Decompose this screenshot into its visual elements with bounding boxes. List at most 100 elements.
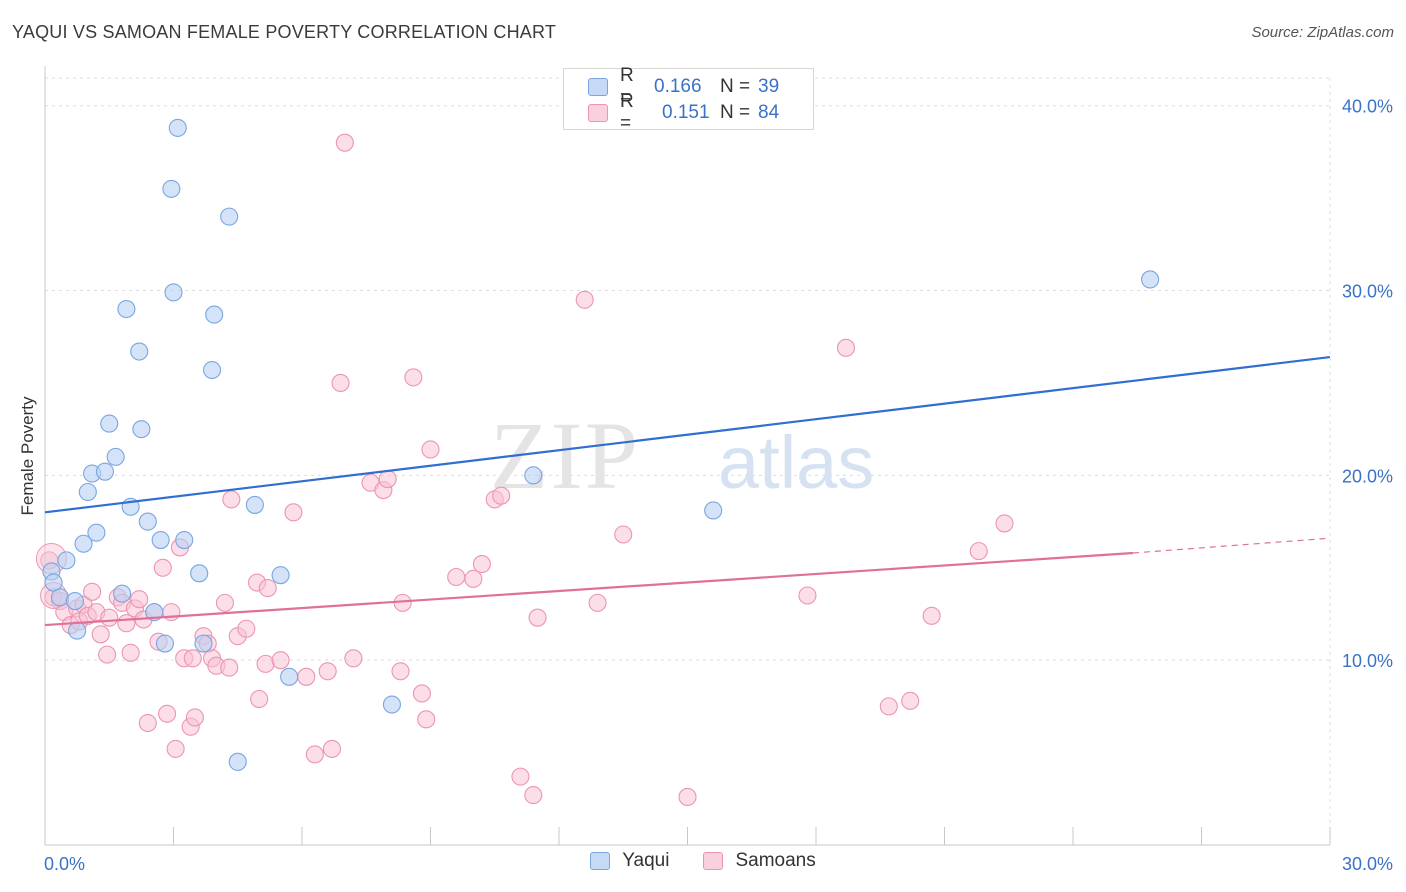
y-axis-title: Female Poverty	[18, 396, 37, 516]
legend-label-yaqui: Yaqui	[622, 850, 670, 871]
point-samoans	[879, 697, 898, 716]
point-samoans	[98, 645, 117, 664]
trend-line-samoans-extension	[1132, 537, 1331, 554]
point-samoans	[614, 525, 633, 544]
point-yaqui	[65, 591, 85, 611]
point-samoans	[305, 745, 324, 764]
point-yaqui	[130, 342, 149, 361]
correlation-legend: R = 0.166 N = 39 R = 0.151 N = 84	[563, 65, 814, 134]
point-yaqui	[220, 207, 239, 226]
gridlines	[45, 77, 1331, 845]
point-yaqui	[117, 299, 136, 319]
point-samoans	[158, 704, 177, 723]
point-samoans	[472, 555, 491, 574]
point-samoans	[222, 490, 241, 509]
legend-n-label: N =	[720, 76, 751, 97]
point-samoans	[528, 608, 547, 627]
legend-swatch-samoans	[703, 852, 724, 870]
legend-item-samoans[interactable]: Samoans	[703, 850, 816, 872]
point-yaqui	[228, 752, 247, 771]
chart-source: Source: ZipAtlas.com	[1251, 24, 1394, 41]
point-yaqui	[280, 667, 299, 686]
point-yaqui	[524, 466, 543, 485]
point-samoans	[391, 662, 410, 681]
point-yaqui	[1141, 270, 1160, 289]
point-yaqui	[100, 414, 119, 433]
point-yaqui	[203, 360, 222, 380]
series-yaqui	[42, 118, 1160, 771]
y-tick-label: 30.0%	[1342, 282, 1393, 302]
point-samoans	[318, 662, 337, 681]
chart-title: YAQUI VS SAMOAN FEMALE POVERTY CORRELATI…	[12, 22, 557, 42]
point-samoans	[588, 593, 607, 612]
point-samoans	[404, 368, 423, 387]
point-samoans	[256, 654, 275, 673]
point-samoans	[836, 338, 856, 357]
tick-labels: 10.0% 20.0% 30.0% 40.0% 0.0% 30.0%	[44, 97, 1393, 874]
point-samoans	[421, 440, 440, 459]
point-yaqui	[382, 695, 402, 714]
point-yaqui	[95, 462, 115, 481]
point-samoans	[91, 625, 110, 644]
point-yaqui	[155, 634, 174, 653]
point-samoans	[798, 586, 817, 605]
point-yaqui	[205, 305, 224, 324]
point-samoans	[117, 614, 136, 633]
point-samoans	[153, 558, 172, 577]
point-samoans	[215, 593, 234, 612]
point-samoans	[492, 486, 511, 505]
point-samoans	[83, 582, 102, 601]
point-yaqui	[74, 534, 93, 553]
point-samoans	[575, 290, 594, 309]
legend-item-yaqui[interactable]: Yaqui	[590, 850, 669, 872]
point-yaqui	[194, 634, 213, 653]
legend-row-samoans: R = 0.151 N = 84	[588, 91, 779, 134]
x-tick-label: 30.0%	[1342, 854, 1393, 874]
legend-swatch-yaqui	[590, 852, 611, 870]
legend-n-value: 39	[758, 76, 780, 97]
point-samoans	[464, 569, 483, 588]
point-samoans	[511, 767, 530, 786]
legend-r-label: R =	[620, 91, 634, 134]
point-samoans	[378, 470, 397, 489]
point-samoans	[237, 619, 256, 638]
watermark-atlas: atlas	[718, 421, 874, 504]
point-samoans	[250, 689, 269, 709]
y-tick-label: 40.0%	[1342, 97, 1393, 117]
point-samoans	[447, 567, 466, 587]
legend-row-yaqui: R = 0.166 N = 39	[588, 65, 780, 108]
point-samoans	[130, 590, 149, 609]
point-yaqui	[271, 566, 290, 585]
point-samoans	[412, 684, 431, 703]
point-samoans	[393, 593, 412, 612]
series-samoans	[35, 133, 1014, 806]
point-samoans	[220, 658, 239, 677]
point-samoans	[121, 643, 140, 662]
point-samoans	[524, 786, 543, 805]
trend-lines	[44, 355, 1331, 627]
point-samoans	[922, 606, 941, 625]
point-samoans	[271, 651, 290, 670]
legend-n-label: N =	[720, 102, 751, 123]
point-yaqui	[175, 530, 194, 550]
legend-r-value: 0.166	[654, 76, 702, 97]
point-yaqui	[106, 447, 125, 466]
point-yaqui	[164, 283, 183, 302]
y-tick-label: 20.0%	[1342, 466, 1393, 486]
series-legend: Yaqui Samoans	[0, 850, 1406, 872]
point-samoans	[901, 691, 920, 710]
legend-swatch-yaqui	[588, 78, 608, 96]
point-samoans	[331, 373, 350, 393]
point-samoans	[185, 708, 204, 727]
axes	[44, 66, 1331, 846]
point-samoans	[100, 608, 119, 627]
legend-label-samoans: Samoans	[735, 850, 816, 871]
point-samoans	[995, 514, 1014, 533]
point-yaqui	[113, 584, 132, 603]
point-yaqui	[151, 530, 170, 550]
point-yaqui	[50, 588, 70, 607]
point-samoans	[297, 667, 316, 686]
trend-line-yaqui	[44, 355, 1331, 514]
point-samoans	[258, 579, 277, 598]
